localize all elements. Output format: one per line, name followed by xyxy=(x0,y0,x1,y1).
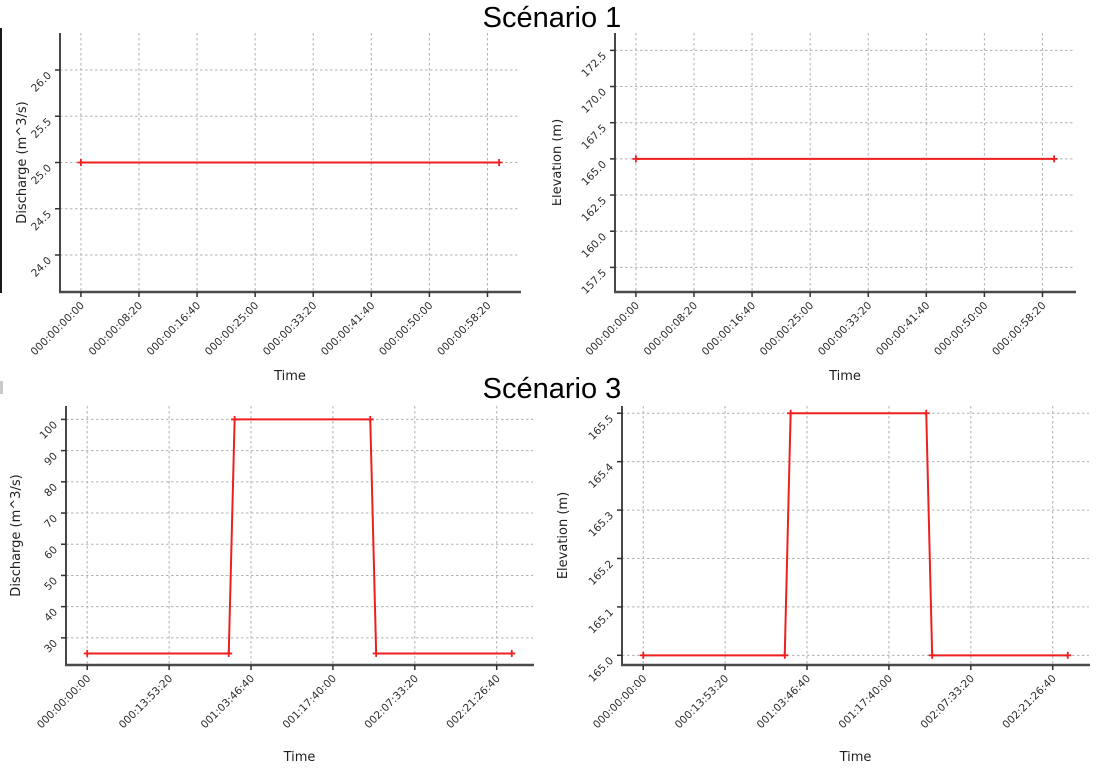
x-tick-label: 000:13:53:20 xyxy=(673,673,732,732)
y-tick-label: 165.0 xyxy=(586,655,616,685)
y-tick-label: 24.5 xyxy=(29,208,54,233)
y-tick-label: 165.2 xyxy=(586,558,616,588)
y-tick-label: 172.5 xyxy=(579,50,609,80)
scenario1-elevation-chart: 000:00:00:00 000:00:08:20 000:00:16:40 000:… xyxy=(552,33,1076,384)
x-axis-label: Time xyxy=(273,369,306,384)
y-tick-label: 157.5 xyxy=(579,267,609,297)
x-tick-label: 001:17:40:00 xyxy=(837,673,896,732)
x-tick-label: 000:00:08:20 xyxy=(87,300,146,359)
y-tick-label: 40 xyxy=(42,606,60,624)
y-tick-label: 26.0 xyxy=(29,70,54,95)
y-tick-label: 30 xyxy=(42,637,60,655)
x-tick-label: 000:00:41:40 xyxy=(874,300,933,359)
y-axis-label: Discharge (m^3/s) xyxy=(9,474,24,596)
data-line xyxy=(87,418,512,655)
y-axis-label: Discharge (m^3/s) xyxy=(15,101,30,223)
x-tick-label: 002:21:26:40 xyxy=(1000,673,1059,732)
x-axis-label: Time xyxy=(839,750,872,765)
x-tick-label: 000:00:25:00 xyxy=(203,300,262,359)
x-tick-label: 000:00:08:20 xyxy=(642,300,701,359)
x-tick-label: 001:03:46:40 xyxy=(199,673,258,732)
x-tick-label: 000:00:33:20 xyxy=(816,300,875,359)
x-tick-label: 000:00:25:00 xyxy=(758,300,817,359)
y-tick-label: 100 xyxy=(37,419,60,442)
y-tick-label: 60 xyxy=(42,544,60,562)
y-tick-label: 80 xyxy=(42,481,60,499)
scenario-1-title: Scénario 1 xyxy=(482,2,622,34)
scenario-3-title: Scénario 3 xyxy=(482,373,622,405)
y-tick-label: 25.5 xyxy=(29,116,54,141)
x-tick-label: 001:03:46:40 xyxy=(755,673,814,732)
y-axis-label: Elevation (m) xyxy=(552,119,565,206)
x-tick-label: 000:00:16:40 xyxy=(145,300,204,359)
y-tick-label: 70 xyxy=(42,513,60,531)
y-axis-label: Elevation (m) xyxy=(556,492,571,579)
y-tick-label: 165.3 xyxy=(586,510,616,540)
x-tick-label: 000:00:00:00 xyxy=(29,300,88,359)
scenario1-discharge-chart: 000:00:00:00 000:00:08:20 000:00:16:40 000:… xyxy=(15,33,521,384)
x-tick-label: 000:00:00:00 xyxy=(591,673,650,732)
x-tick-label: 001:17:40:00 xyxy=(281,673,340,732)
x-axis-label: Time xyxy=(283,750,316,765)
x-tick-label: 002:07:33:20 xyxy=(918,673,977,732)
x-tick-label: 000:13:53:20 xyxy=(117,673,176,732)
data-line xyxy=(643,412,1068,657)
left-edge-label-artifact xyxy=(0,381,3,394)
x-tick-label: 002:21:26:40 xyxy=(444,673,503,732)
x-tick-label: 000:00:41:40 xyxy=(319,300,378,359)
x-tick-label: 000:00:00:00 xyxy=(35,673,94,732)
y-tick-label: 50 xyxy=(42,575,60,593)
y-tick-label: 170.0 xyxy=(579,86,609,116)
y-tick-label: 90 xyxy=(42,450,60,468)
scenario3-elevation-chart: 000:00:00:00 000:13:53:20 001:03:46:40 001:… xyxy=(556,406,1090,765)
x-tick-label: 000:00:50:00 xyxy=(932,300,991,359)
y-tick-label: 165.0 xyxy=(579,159,609,189)
x-axis-label: Time xyxy=(828,369,861,384)
left-edge-plot-artifact xyxy=(0,28,2,293)
x-tick-label: 000:00:58:20 xyxy=(435,300,494,359)
y-tick-label: 162.5 xyxy=(579,195,609,225)
x-tick-label: 000:00:33:20 xyxy=(261,300,320,359)
y-tick-label: 167.5 xyxy=(579,122,609,152)
x-tick-label: 000:00:50:00 xyxy=(377,300,436,359)
y-tick-label: 25.0 xyxy=(29,162,54,187)
y-tick-label: 165.4 xyxy=(586,461,616,491)
scenario3-discharge-chart: 000:00:00:00 000:13:53:20 001:03:46:40 001:… xyxy=(9,406,534,765)
x-tick-label: 002:07:33:20 xyxy=(362,673,421,732)
x-tick-label: 000:00:58:20 xyxy=(990,300,1049,359)
y-tick-label: 160.0 xyxy=(579,231,609,261)
y-tick-label: 165.1 xyxy=(586,607,616,637)
y-tick-label: 165.5 xyxy=(586,413,616,443)
x-tick-label: 000:00:00:00 xyxy=(584,300,643,359)
x-tick-label: 000:00:16:40 xyxy=(700,300,759,359)
y-tick-label: 24.0 xyxy=(29,255,54,280)
